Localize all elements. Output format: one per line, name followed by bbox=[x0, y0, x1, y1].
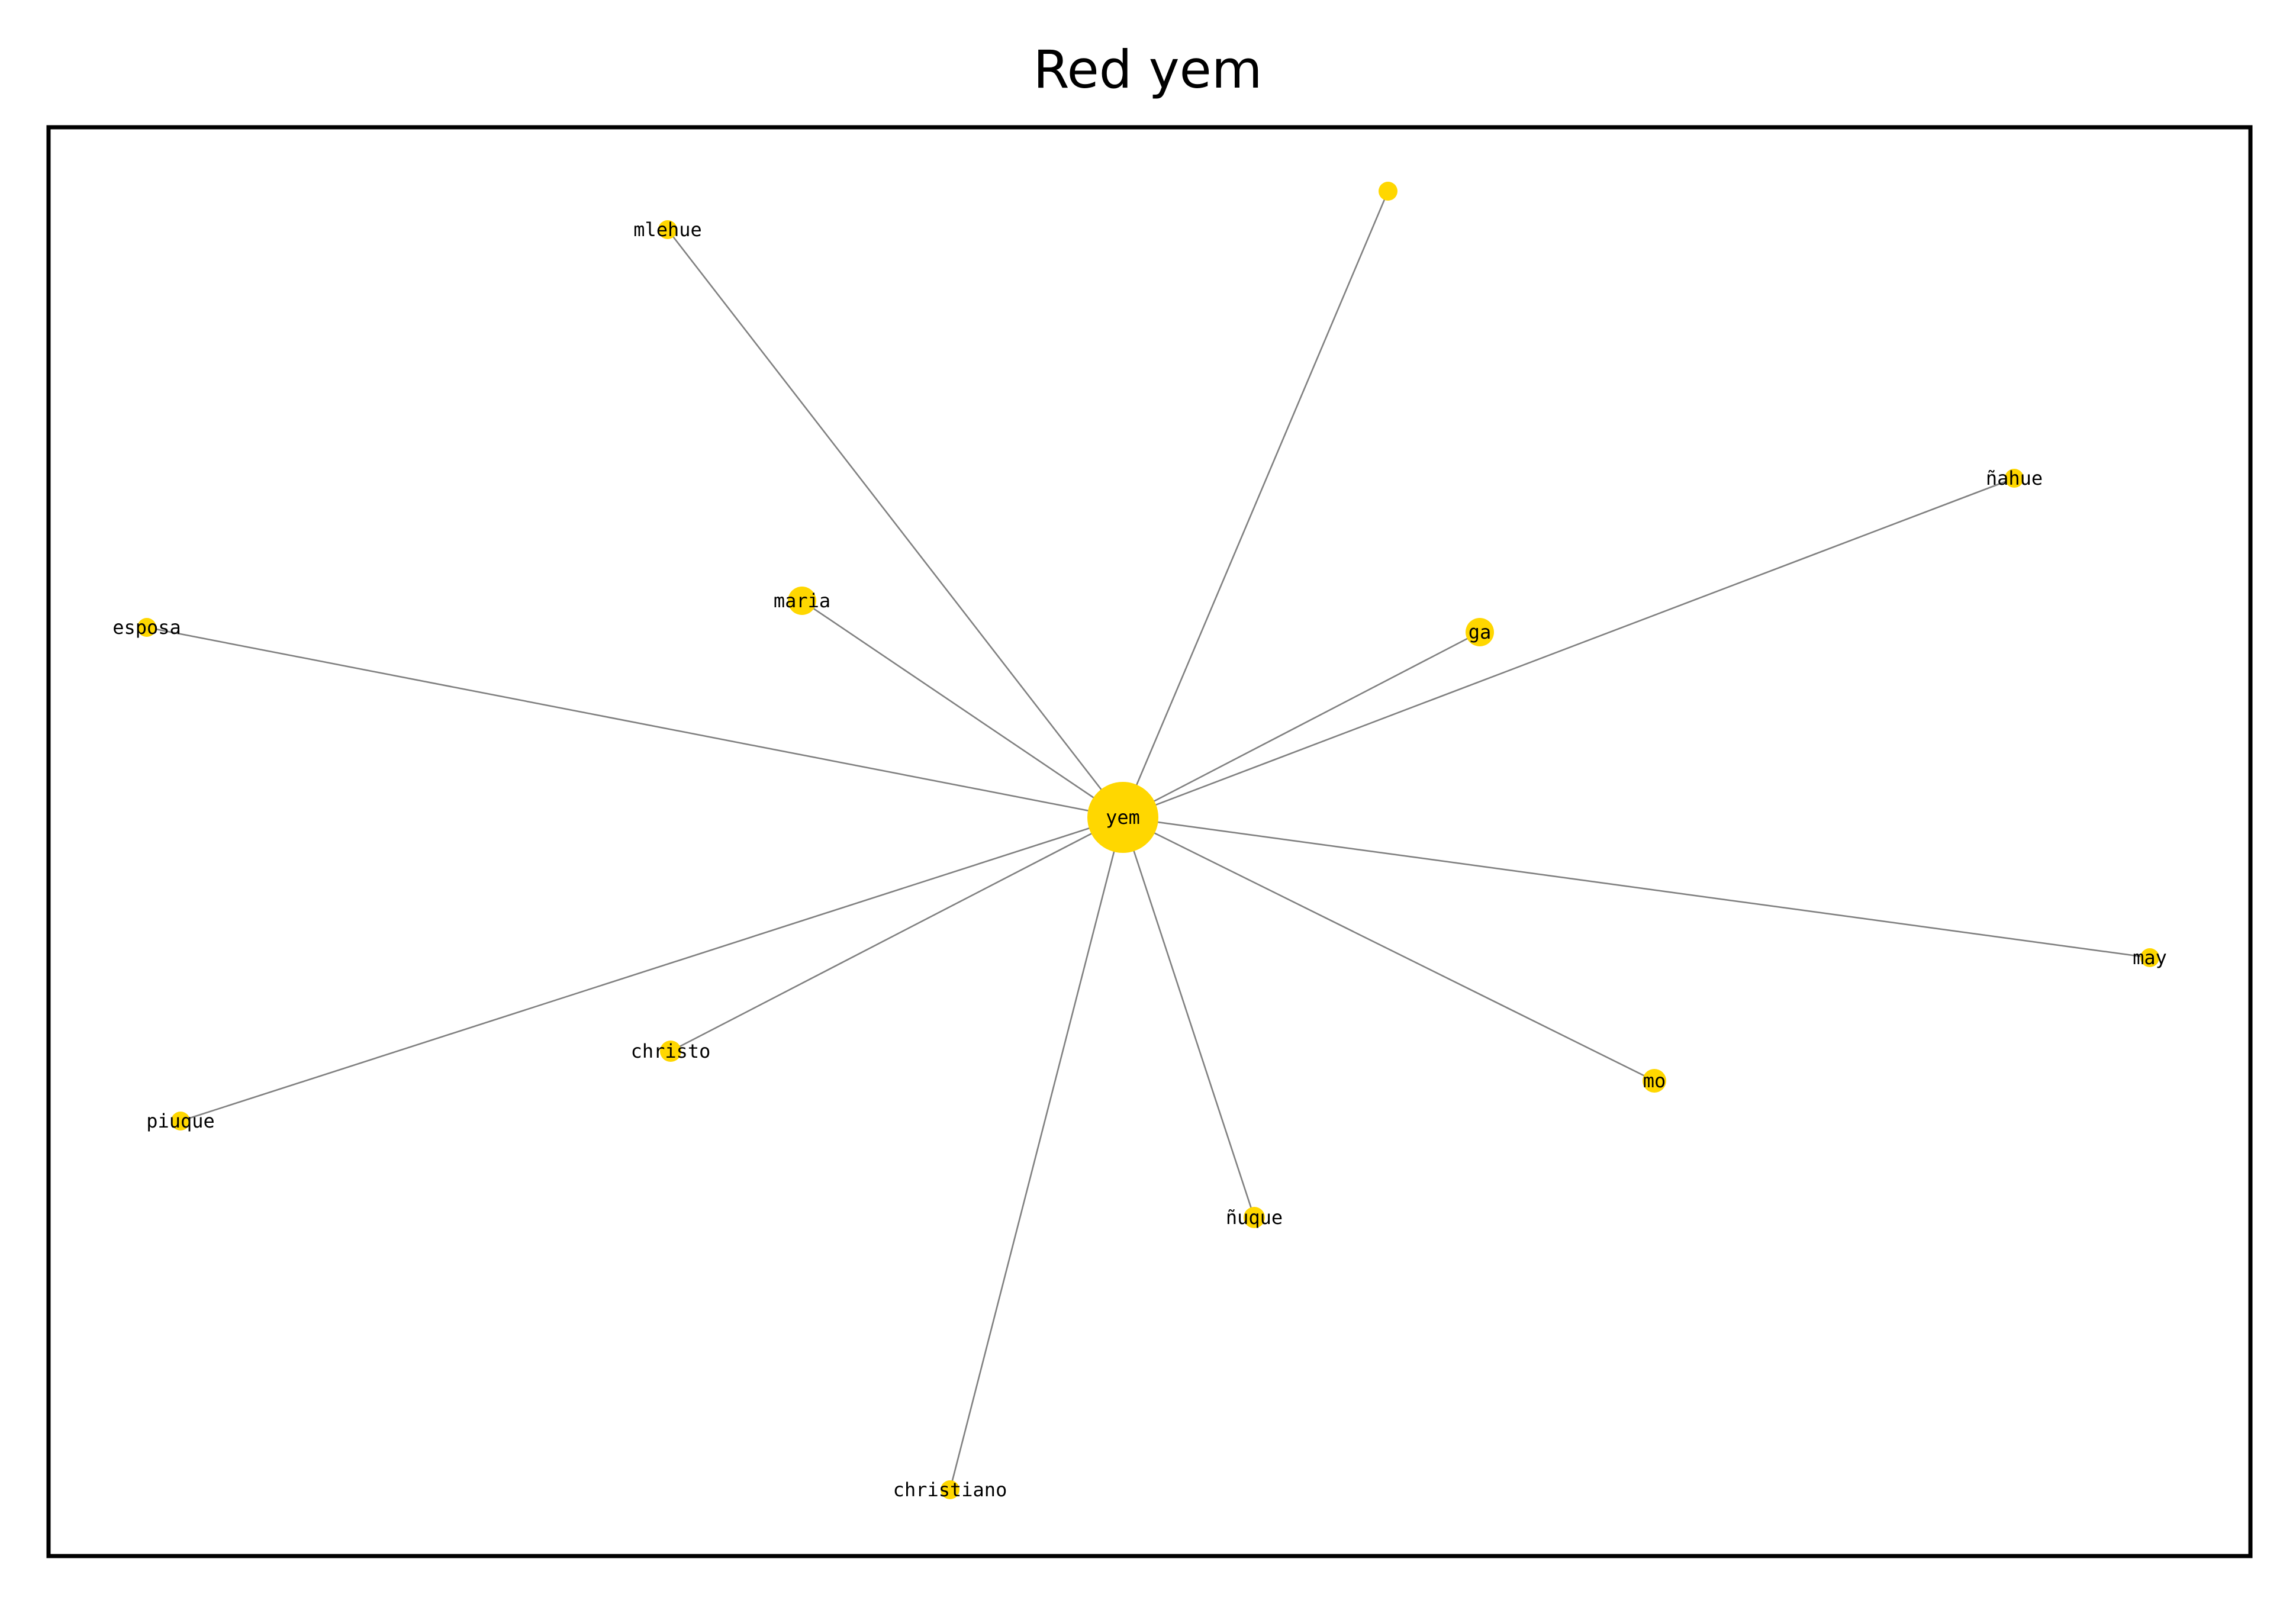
node-piuque bbox=[171, 1112, 190, 1130]
node-unlabeled bbox=[1379, 182, 1397, 201]
node-christiano bbox=[941, 1480, 959, 1499]
labels-layer: yem mlehue ñahue maria ga esposa may mo christo p… bbox=[112, 218, 2167, 1501]
node-esposa bbox=[137, 618, 156, 637]
node-label-mlehue: mlehue bbox=[633, 218, 702, 241]
node-label-ga: ga bbox=[1469, 621, 1492, 643]
node-may bbox=[2140, 948, 2159, 967]
edge-yem-piuque bbox=[180, 816, 1123, 1122]
node-nahue bbox=[2005, 469, 2024, 488]
edges-layer bbox=[146, 191, 2150, 1490]
edge-yem-maria bbox=[801, 600, 1123, 819]
edge-yem-mlehue bbox=[666, 229, 1124, 818]
node-ga bbox=[1466, 618, 1494, 646]
plot-frame bbox=[46, 125, 2253, 1558]
edge-yem-christiano bbox=[949, 817, 1124, 1490]
node-maria bbox=[788, 587, 816, 615]
node-label-maria: maria bbox=[774, 590, 830, 612]
node-mlehue bbox=[658, 220, 677, 239]
node-christo bbox=[660, 1041, 681, 1062]
edge-yem-christo bbox=[670, 816, 1123, 1052]
node-label-christo: christo bbox=[631, 1040, 711, 1062]
diagram-title: Red yem bbox=[1033, 39, 1262, 100]
node-nuque bbox=[1244, 1207, 1265, 1228]
edge-yem-ga bbox=[1122, 631, 1480, 819]
edge-yem-unlabeled bbox=[1122, 191, 1389, 818]
node-label-nahue: ñahue bbox=[1986, 467, 2043, 489]
node-label-christiano: christiano bbox=[893, 1479, 1007, 1501]
node-label-esposa: esposa bbox=[112, 616, 181, 639]
edge-yem-may bbox=[1122, 816, 2150, 959]
node-label-may: may bbox=[2133, 946, 2167, 969]
node-yem bbox=[1087, 782, 1158, 853]
nodes-layer bbox=[137, 182, 2159, 1499]
node-label-yem: yem bbox=[1106, 806, 1140, 829]
edge-yem-nuque bbox=[1122, 817, 1255, 1218]
edge-yem-nahue bbox=[1122, 477, 2015, 819]
node-label-nuque: ñuque bbox=[1226, 1206, 1283, 1229]
node-label-mo: mo bbox=[1643, 1070, 1666, 1092]
edge-yem-mo bbox=[1122, 816, 1655, 1082]
node-label-piuque: piuque bbox=[146, 1110, 215, 1132]
edge-yem-esposa bbox=[146, 626, 1123, 819]
node-mo bbox=[1643, 1069, 1666, 1093]
